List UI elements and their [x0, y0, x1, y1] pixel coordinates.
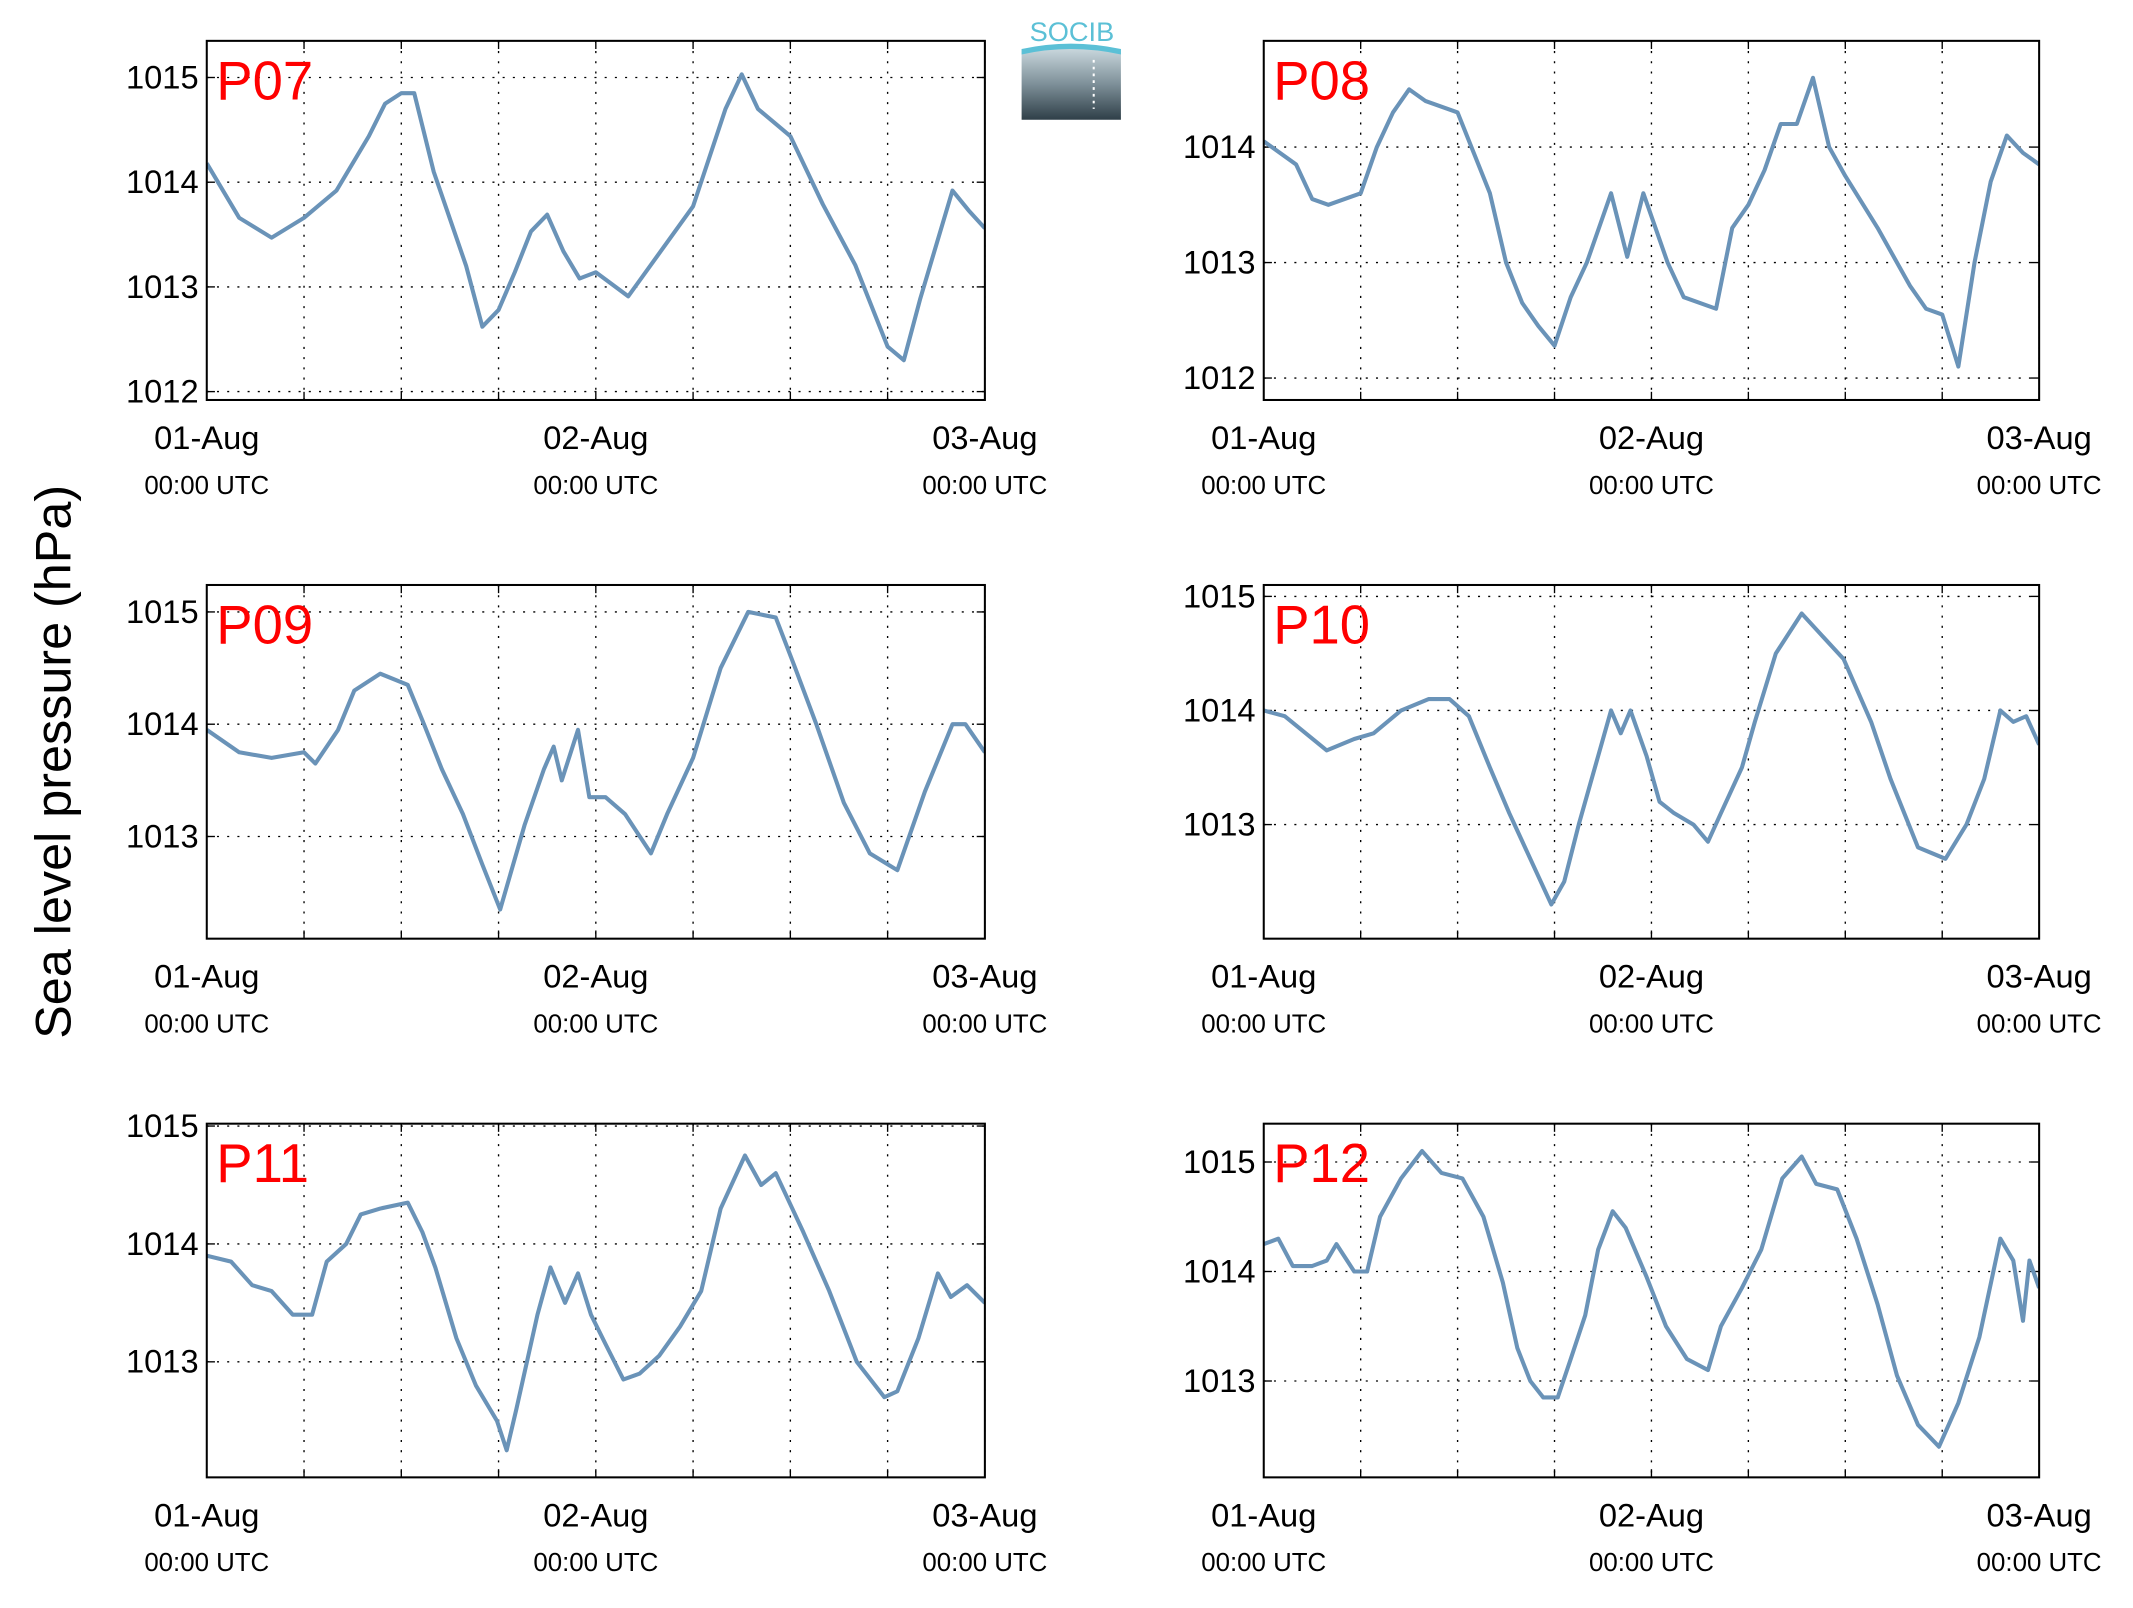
- x-tick-time: 00:00 UTC: [1589, 472, 1714, 500]
- logo-text: SOCIB: [1030, 16, 1115, 47]
- logo-wave: [1021, 43, 1121, 55]
- x-tick-label: 02-Aug: [1599, 1496, 1704, 1533]
- x-tick-label: 02-Aug: [543, 419, 648, 456]
- x-tick-time: 00:00 UTC: [922, 1549, 1047, 1577]
- x-tick-label: 01-Aug: [1211, 1496, 1316, 1533]
- panel-title: P11: [216, 1133, 309, 1194]
- x-tick-time: 00:00 UTC: [1977, 1549, 2102, 1577]
- y-tick-label: 1015: [1183, 577, 1256, 614]
- x-tick-time: 00:00 UTC: [144, 1549, 269, 1577]
- x-tick-label: 01-Aug: [1211, 958, 1316, 995]
- x-tick-label: 01-Aug: [154, 958, 259, 995]
- x-tick-label: 02-Aug: [543, 1496, 648, 1533]
- x-tick-label: 02-Aug: [543, 958, 648, 995]
- data-line: [206, 1153, 985, 1453]
- y-tick-label: 1013: [1183, 1362, 1256, 1399]
- x-tick-label: 01-Aug: [154, 419, 259, 456]
- plot-frame: [205, 583, 986, 940]
- y-tick-label: 1014: [1183, 691, 1256, 728]
- x-tick-label: 03-Aug: [1987, 958, 2092, 995]
- x-tick-time: 00:00 UTC: [1201, 472, 1326, 500]
- plot-frame: [1262, 1122, 2041, 1479]
- y-tick-label: 1013: [126, 268, 199, 305]
- y-tick-label: 1014: [1183, 1252, 1256, 1289]
- plot-frame: [1262, 583, 2041, 940]
- plot-frame: [1262, 39, 2041, 402]
- data-line: [206, 72, 985, 363]
- y-tick-label: 1013: [1183, 243, 1256, 280]
- x-tick-time: 00:00 UTC: [533, 472, 658, 500]
- x-tick-label: 01-Aug: [154, 1496, 259, 1533]
- y-axis-label: Sea level pressure (hPa): [25, 485, 82, 1039]
- x-tick-time: 00:00 UTC: [1977, 1011, 2102, 1039]
- panel: 1012 1013 1014 01-Aug 00:00 UTC 02-Aug 00:00 U…: [1183, 39, 2102, 500]
- x-tick-time: 00:00 UTC: [144, 1011, 269, 1039]
- y-tick-label: 1015: [126, 1107, 199, 1144]
- data-line: [1263, 1149, 2040, 1449]
- x-tick-label: 01-Aug: [1211, 419, 1316, 456]
- x-tick-time: 00:00 UTC: [1977, 472, 2102, 500]
- data-line: [206, 609, 985, 912]
- y-tick-label: 1014: [1183, 128, 1256, 165]
- x-tick-label: 03-Aug: [932, 1496, 1037, 1533]
- logo: SOCIB: [1021, 16, 1121, 120]
- x-tick-time: 00:00 UTC: [1589, 1011, 1714, 1039]
- x-tick-label: 03-Aug: [932, 419, 1037, 456]
- x-tick-label: 03-Aug: [1987, 1496, 2092, 1533]
- y-tick-label: 1014: [126, 1225, 199, 1262]
- logo-block: [1021, 49, 1121, 120]
- panel-title: P09: [216, 594, 313, 655]
- plot-frame: [205, 1122, 986, 1479]
- x-tick-label: 02-Aug: [1599, 419, 1704, 456]
- x-tick-label: 03-Aug: [1987, 419, 2092, 456]
- panel: 1012 1013 1014 1015 01-Aug 00:00 UTC 02-Aug 00:…: [126, 39, 1047, 500]
- y-tick-label: 1012: [126, 372, 199, 409]
- y-tick-label: 1013: [1183, 805, 1256, 842]
- x-tick-time: 00:00 UTC: [144, 472, 269, 500]
- panel: 1013 1014 1015 01-Aug 00:00 UTC 02-Aug 00:00 U…: [126, 583, 1047, 1039]
- x-tick-label: 03-Aug: [932, 958, 1037, 995]
- data-line: [1263, 75, 2040, 369]
- panel-title: P12: [1273, 1133, 1370, 1194]
- panel-title: P08: [1273, 50, 1370, 111]
- x-tick-time: 00:00 UTC: [533, 1549, 658, 1577]
- x-tick-time: 00:00 UTC: [1201, 1549, 1326, 1577]
- x-tick-time: 00:00 UTC: [922, 472, 1047, 500]
- y-tick-label: 1013: [126, 1343, 199, 1380]
- panel-title: P10: [1273, 594, 1370, 655]
- y-tick-label: 1015: [126, 593, 199, 630]
- y-tick-label: 1015: [126, 58, 199, 95]
- panel-title: P07: [216, 50, 313, 111]
- panel: 1013 1014 1015 01-Aug 00:00 UTC 02-Aug 00:00 U…: [126, 1107, 1047, 1577]
- y-tick-label: 1013: [126, 817, 199, 854]
- x-tick-time: 00:00 UTC: [1201, 1011, 1326, 1039]
- y-tick-label: 1014: [126, 163, 199, 200]
- x-tick-time: 00:00 UTC: [1589, 1549, 1714, 1577]
- data-line: [1263, 611, 2040, 907]
- x-tick-time: 00:00 UTC: [922, 1011, 1047, 1039]
- y-tick-label: 1015: [1183, 1143, 1256, 1180]
- panel: 1013 1014 1015 01-Aug 00:00 UTC 02-Aug 00:00 U…: [1183, 1122, 2102, 1577]
- y-tick-label: 1014: [126, 705, 199, 742]
- panel: 1013 1014 1015 01-Aug 00:00 UTC 02-Aug 00:00 U…: [1183, 577, 2102, 1038]
- y-tick-label: 1012: [1183, 359, 1256, 396]
- x-tick-time: 00:00 UTC: [533, 1011, 658, 1039]
- plot-frame: [205, 39, 986, 402]
- x-tick-label: 02-Aug: [1599, 958, 1704, 995]
